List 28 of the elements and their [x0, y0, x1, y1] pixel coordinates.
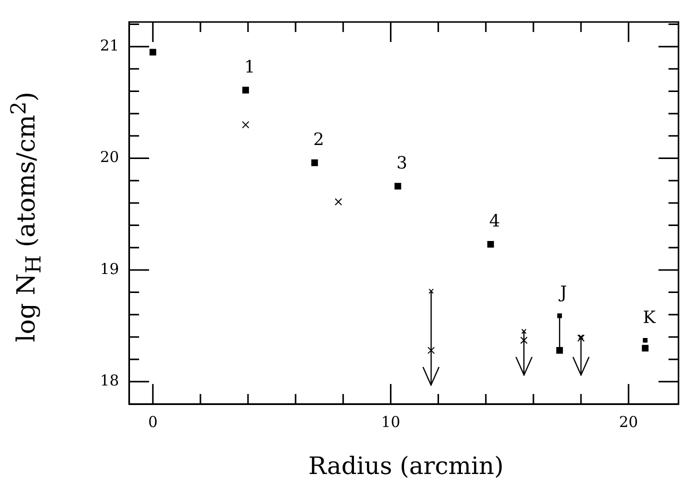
- point: [556, 347, 563, 354]
- point: [427, 346, 435, 354]
- x-tick-label: 0: [148, 412, 158, 431]
- point: [642, 338, 648, 343]
- annotation: 4: [489, 212, 500, 232]
- x-axis-title: Radius (arcmin): [307, 452, 505, 480]
- point: [521, 328, 527, 334]
- x-tick-label: 10: [381, 412, 400, 431]
- point: [334, 198, 342, 206]
- annotation: 1: [244, 58, 256, 78]
- y-tick-label: 18: [100, 372, 120, 390]
- point: [150, 48, 156, 56]
- annotation: 2: [313, 130, 324, 150]
- point: [242, 86, 249, 94]
- point: [394, 182, 402, 190]
- annotation: 3: [396, 154, 408, 174]
- point: [557, 313, 562, 318]
- annotation: K: [642, 308, 656, 328]
- point: [642, 344, 649, 352]
- point: [242, 121, 250, 128]
- point: [487, 240, 494, 248]
- x-tick-label: 20: [619, 412, 638, 431]
- annotation: J: [558, 283, 568, 304]
- y-tick-label: 20: [100, 148, 120, 166]
- point: [311, 159, 318, 166]
- y-tick-label: 21: [100, 36, 120, 54]
- point: [520, 336, 528, 344]
- y-tick-label: 19: [100, 260, 120, 278]
